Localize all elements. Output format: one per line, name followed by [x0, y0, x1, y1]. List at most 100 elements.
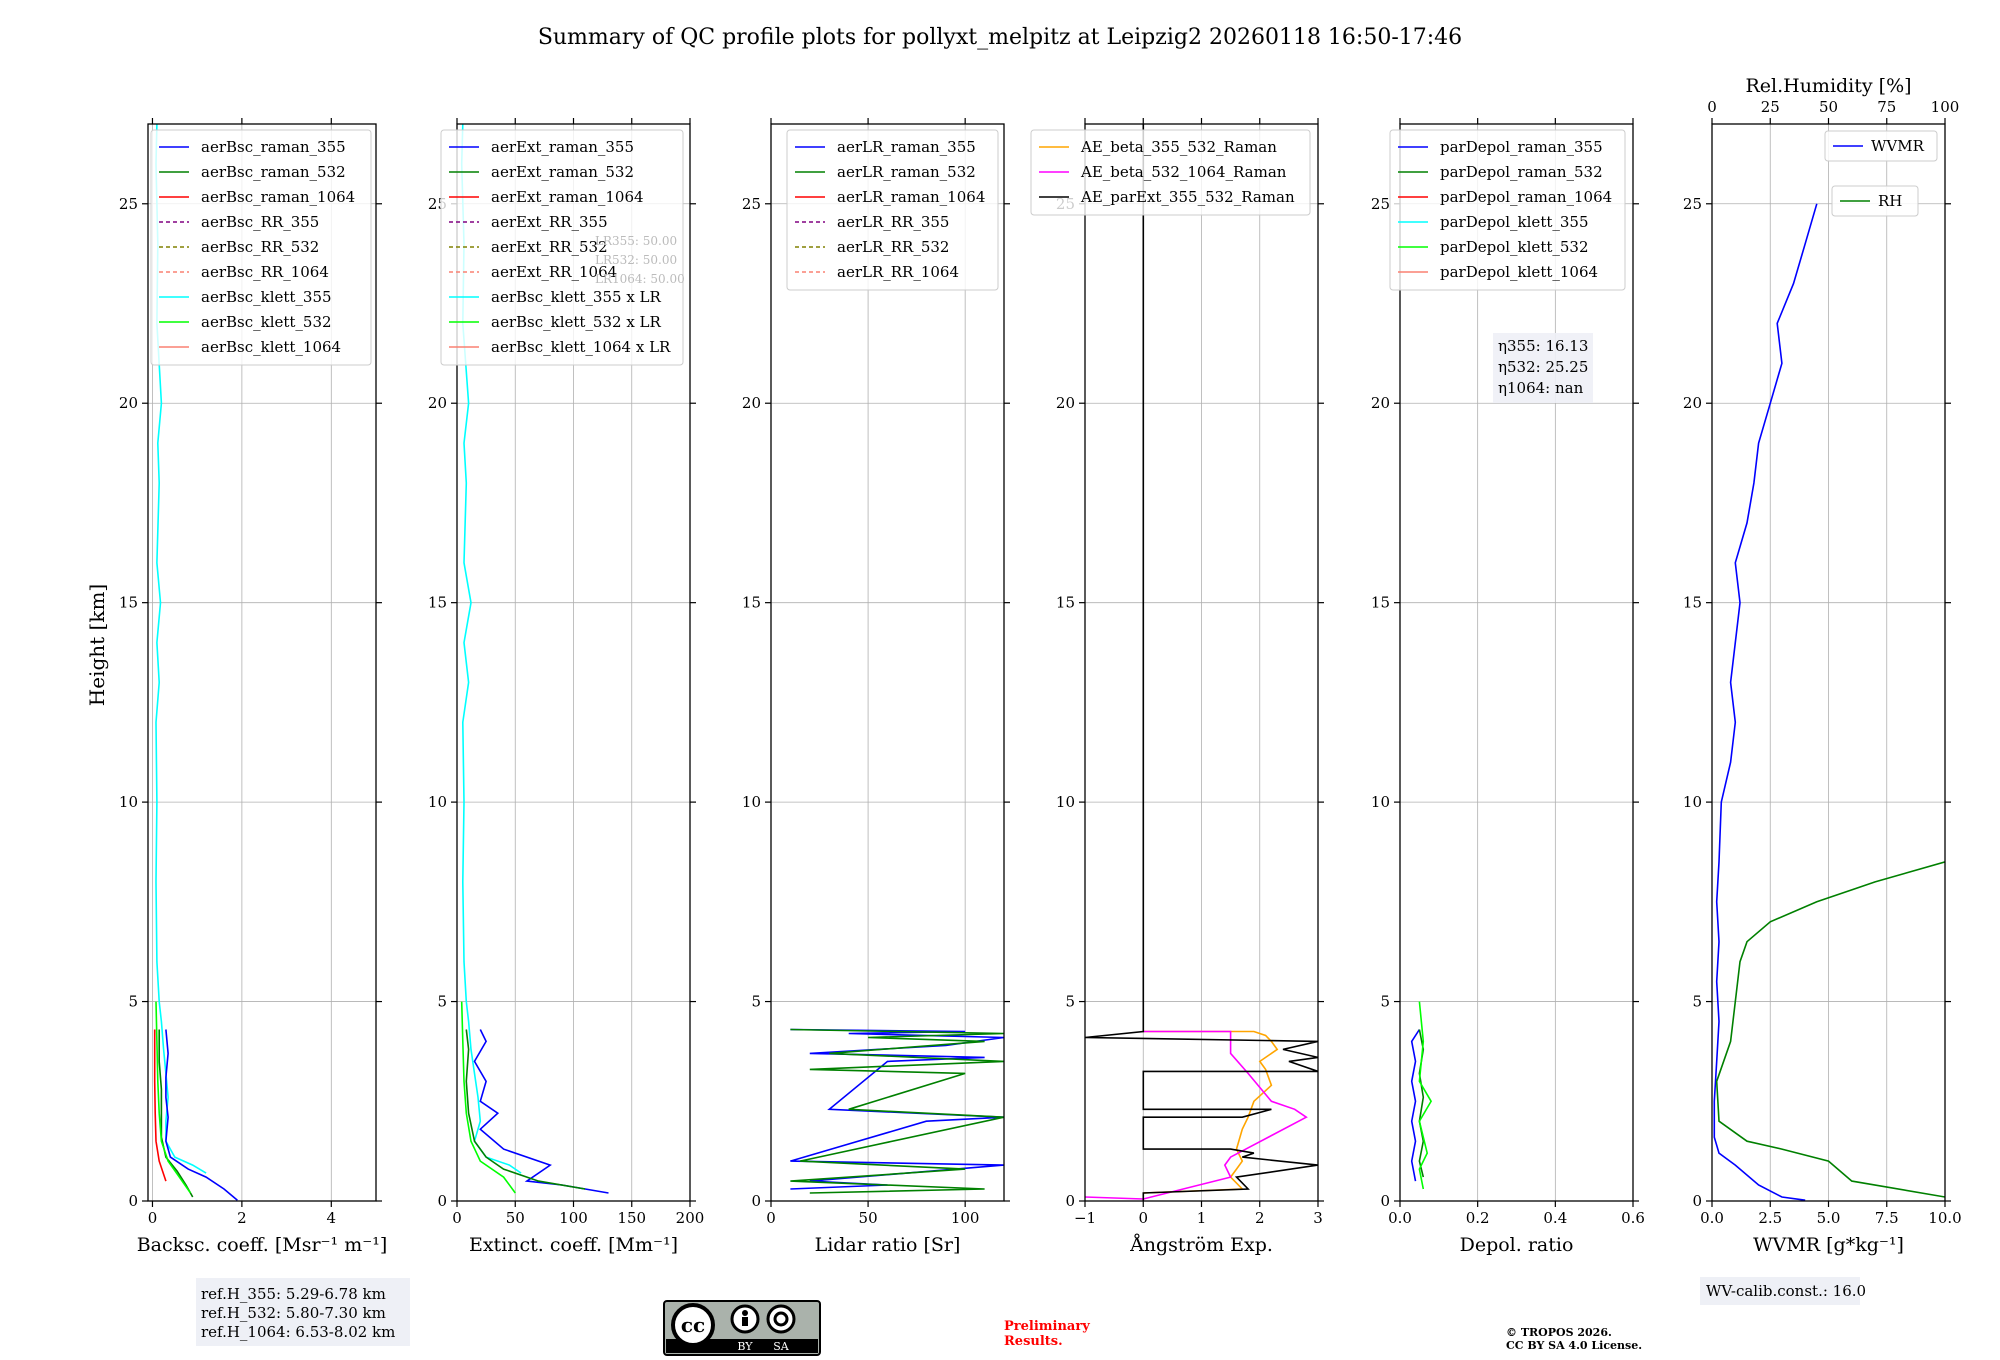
y-tick-label: 15 — [1371, 594, 1390, 612]
legend-box — [150, 129, 372, 366]
x-tick-label: 0.6 — [1621, 1209, 1645, 1227]
x-axis-label: Depol. ratio — [1460, 1234, 1574, 1256]
legend-box — [1831, 185, 1919, 217]
legend-box — [786, 129, 999, 291]
legend-box — [1389, 129, 1626, 291]
series-line-aerBsc_klett_355 x LR — [460, 124, 522, 1174]
y-tick-label: 20 — [119, 394, 138, 412]
legend-label: aerExt_raman_355 — [491, 138, 634, 156]
y-tick-label: 10 — [428, 793, 447, 811]
legend-label: aerExt_raman_1064 — [491, 188, 644, 206]
preliminary-line1: Preliminary — [1004, 1319, 1090, 1334]
x-tick-label: −1 — [1074, 1209, 1096, 1227]
y-tick-label: 10 — [1056, 793, 1075, 811]
top-tick-label: 50 — [1819, 98, 1838, 116]
y-tick-label: 0 — [751, 1192, 761, 1210]
copyright-line1: © TROPOS 2026. — [1506, 1326, 1612, 1339]
axes-frame — [1399, 123, 1634, 1202]
y-tick-label: 5 — [128, 993, 138, 1011]
y-tick-label: 0 — [1692, 1192, 1702, 1210]
y-tick-label: 5 — [1380, 993, 1390, 1011]
legend-label: aerLR_RR_355 — [837, 213, 949, 231]
legend-label: parDepol_klett_532 — [1440, 238, 1589, 256]
x-tick-label: 0.4 — [1543, 1209, 1567, 1227]
series-line-aerExt_raman_532 — [465, 1029, 586, 1190]
legend-label: aerLR_raman_532 — [837, 163, 976, 181]
x-tick-label: 5.0 — [1817, 1209, 1841, 1227]
legend-label: aerExt_RR_1064 — [491, 263, 617, 281]
series-line-aerBsc_klett_532 — [155, 1001, 192, 1194]
x-tick-label: 7.5 — [1875, 1209, 1899, 1227]
legend-label: aerBsc_RR_532 — [201, 238, 319, 256]
lr-note: LR355: 50.00 — [595, 234, 677, 248]
cc-license-badge: cc BY SA — [663, 1300, 821, 1356]
preliminary-line2: Results. — [1004, 1334, 1063, 1349]
copyright-line2: CC BY SA 4.0 License. — [1506, 1339, 1642, 1352]
legend-label: parDepol_klett_1064 — [1440, 263, 1598, 281]
cc-icon — [671, 1303, 715, 1347]
y-tick-label: 5 — [1692, 993, 1702, 1011]
y-tick-label: 25 — [1371, 195, 1390, 213]
x-tick-label: 0 — [1138, 1209, 1148, 1227]
series-line-parDepol_klett_532 — [1418, 1001, 1433, 1190]
y-tick-label: 15 — [1056, 594, 1075, 612]
legend-label: aerBsc_RR_355 — [201, 213, 319, 231]
lr-note: LR532: 50.00 — [595, 253, 677, 267]
x-tick-label: 2 — [237, 1209, 247, 1227]
y-tick-label: 15 — [428, 594, 447, 612]
legend-label: aerBsc_klett_355 x LR — [491, 288, 662, 306]
y-tick-label: 0 — [1065, 1192, 1075, 1210]
x-axis-label: WVMR [g*kg⁻¹] — [1753, 1234, 1904, 1256]
x-tick-label: 100 — [559, 1209, 588, 1227]
legend-label: parDepol_raman_355 — [1440, 138, 1603, 156]
x-tick-label: 200 — [676, 1209, 705, 1227]
x-tick-label: 1 — [1197, 1209, 1207, 1227]
eta-box — [1493, 333, 1593, 403]
x-tick-label: 3 — [1313, 1209, 1323, 1227]
y-tick-label: 25 — [742, 195, 761, 213]
series-line-AE_beta_355_532_Raman — [1143, 1030, 1279, 1194]
top-tick-label: 100 — [1931, 98, 1960, 116]
legend-label: parDepol_raman_1064 — [1440, 188, 1612, 206]
series-line-aerBsc_raman_1064 — [153, 1029, 167, 1182]
legend-label: aerLR_raman_1064 — [837, 188, 985, 206]
x-tick-label: 150 — [617, 1209, 646, 1227]
ref-height-1064: ref.H_1064: 6.53-8.02 km — [201, 1323, 395, 1341]
x-axis-label: Ångström Exp. — [1129, 1234, 1273, 1256]
y-tick-label: 10 — [1371, 793, 1390, 811]
series-line-aerBsc_klett_532 x LR — [460, 1001, 516, 1194]
cc-icon-text: cc — [681, 1313, 705, 1337]
y-tick-label: 20 — [742, 394, 761, 412]
y-tick-label: 15 — [742, 594, 761, 612]
legend-label: aerBsc_raman_355 — [201, 138, 346, 156]
y-tick-label: 0 — [1380, 1192, 1390, 1210]
y-tick-label: 20 — [1683, 394, 1702, 412]
y-axis-label: Height [km] — [85, 584, 109, 706]
legend-label: aerExt_RR_532 — [491, 238, 608, 256]
ref-height-box — [196, 1278, 410, 1346]
x-tick-label: 2 — [1255, 1209, 1265, 1227]
legend-label: aerBsc_klett_532 x LR — [491, 313, 662, 331]
lr-note: LR1064: 50.00 — [595, 272, 685, 286]
legend-label: aerBsc_klett_532 — [201, 313, 332, 331]
legend-label: aerBsc_raman_1064 — [201, 188, 355, 206]
panel-extinction: 0 50 100 150 200 Extinct. coeff. [Mm⁻¹] 0 5 10 15… — [428, 118, 704, 1256]
x-axis-label: Extinct. coeff. [Mm⁻¹] — [469, 1234, 678, 1256]
legend-label: aerBsc_klett_1064 — [201, 338, 341, 356]
wv-calib-const: WV-calib.const.: 16.0 — [1706, 1282, 1866, 1300]
x-tick-label: 0.2 — [1466, 1209, 1490, 1227]
legend-label: aerExt_raman_532 — [491, 163, 634, 181]
x-tick-label: 0 — [148, 1209, 158, 1227]
legend-label: AE_beta_355_532_Raman — [1080, 138, 1277, 156]
series-line-aerBsc_raman_355 — [165, 1029, 238, 1201]
legend-label: parDepol_klett_355 — [1440, 213, 1589, 231]
panel-depolarization: 0.0 0.2 0.4 0.6 Depol. ratio 0 5 10 15 20 25 parDep… — [1371, 118, 1645, 1256]
x-tick-label: 0 — [766, 1209, 776, 1227]
x-tick-label: 100 — [951, 1209, 980, 1227]
y-tick-label: 25 — [119, 195, 138, 213]
legend-label: aerLR_RR_532 — [837, 238, 949, 256]
legend-label: aerBsc_klett_355 — [201, 288, 332, 306]
series-line-WVMR — [1713, 203, 1818, 1201]
top-tick-label: 25 — [1761, 98, 1780, 116]
